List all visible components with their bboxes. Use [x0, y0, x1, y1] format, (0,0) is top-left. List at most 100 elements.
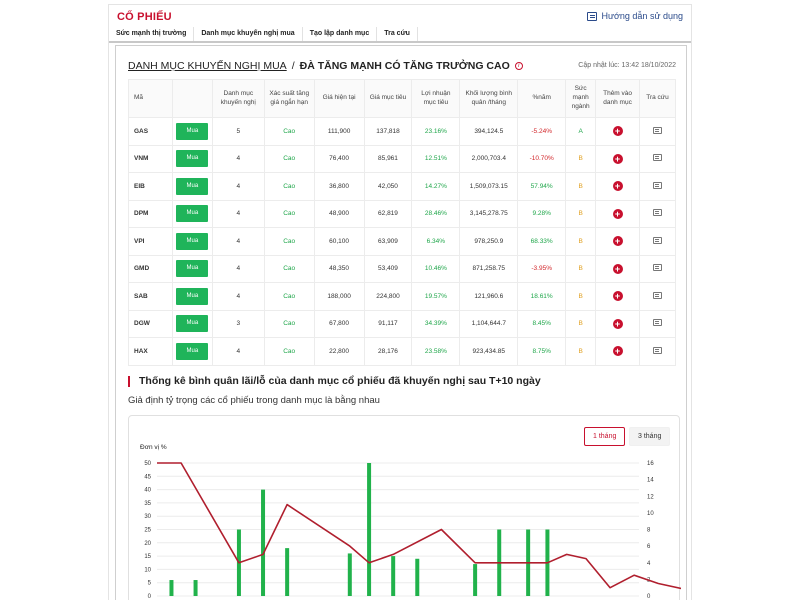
stock-symbol[interactable]: GAS	[128, 117, 173, 146]
target-profit: 28.46%	[411, 199, 461, 228]
lookup-icon[interactable]	[653, 236, 662, 244]
lookup-icon[interactable]	[653, 291, 662, 299]
stock-symbol[interactable]: DGW	[128, 309, 173, 338]
target-profit: 12.51%	[411, 144, 461, 173]
add-to-portfolio-icon[interactable]: +	[612, 318, 623, 329]
lookup-icon[interactable]	[653, 319, 662, 327]
probability-value: Cao	[263, 144, 315, 173]
buy-button[interactable]: Mua	[176, 342, 209, 360]
buy-cell: Mua	[171, 227, 213, 256]
content-panel: DANH MỤC KHUYẾN NGHỊ MUA / ĐÀ TĂNG MẠNH …	[115, 45, 687, 600]
sector-strength: B	[565, 282, 597, 311]
stock-symbol[interactable]: EIB	[128, 172, 173, 201]
user-guide-link[interactable]: Hướng dẫn sử dụng	[587, 11, 683, 21]
year-percent: -3.95%	[517, 254, 567, 283]
lookup-icon[interactable]	[653, 154, 662, 162]
probability-value: Cao	[263, 117, 315, 146]
lookup-icon[interactable]	[653, 264, 662, 272]
buy-cell: Mua	[171, 144, 213, 173]
table-row: SAB Mua 4 Cao 188,000 224,800 19.57% 121,960.6 1…	[128, 282, 676, 311]
chart-bar	[391, 556, 396, 596]
left-axis-tick-label: 5	[148, 581, 152, 587]
add-to-portfolio-icon[interactable]: +	[612, 181, 623, 192]
right-axis-tick-label: 14	[647, 478, 654, 484]
stock-symbol[interactable]: HAX	[128, 337, 173, 366]
tab-market-strength[interactable]: Sức mạnh thị trường	[109, 27, 195, 41]
buy-cell: Mua	[171, 282, 213, 311]
col-add: Thêm vào danh mục	[595, 79, 641, 118]
period-1-month-button[interactable]: 1 tháng	[584, 427, 626, 446]
target-price: 63,909	[363, 227, 413, 256]
add-to-portfolio-icon[interactable]: +	[612, 153, 623, 164]
info-icon[interactable]: i	[514, 62, 523, 70]
avg-volume: 121,960.6	[459, 282, 519, 311]
avg-volume: 3,145,278.75	[459, 199, 519, 228]
lookup-icon[interactable]	[653, 181, 662, 189]
tab-create-portfolio[interactable]: Tạo lập danh mục	[303, 27, 378, 41]
buy-button[interactable]: Mua	[176, 177, 209, 195]
chart-bar	[169, 580, 174, 596]
stock-symbol[interactable]: GMD	[128, 254, 173, 283]
right-axis-tick-label: 8	[647, 528, 651, 534]
buy-button[interactable]: Mua	[176, 260, 209, 278]
buy-button[interactable]: Mua	[176, 232, 209, 250]
right-axis-tick-label: 6	[647, 544, 651, 550]
portfolio-count: 4	[211, 254, 265, 283]
table-row: VPI Mua 4 Cao 60,100 63,909 6.34% 978,250.9 68.3…	[128, 227, 676, 256]
buy-button[interactable]: Mua	[176, 315, 209, 333]
add-cell: +	[595, 144, 641, 173]
left-axis-tick-label: 45	[144, 474, 151, 480]
right-axis-tick-label: 12	[647, 494, 654, 500]
add-to-portfolio-icon[interactable]: +	[612, 346, 623, 357]
guide-icon	[587, 11, 598, 21]
stock-symbol[interactable]: SAB	[128, 282, 173, 311]
lookup-icon[interactable]	[653, 346, 662, 354]
portfolio-count: 5	[211, 117, 265, 146]
add-to-portfolio-icon[interactable]: +	[612, 263, 623, 274]
add-to-portfolio-icon[interactable]: +	[612, 236, 623, 247]
col-profit: Lợi nhuận mục tiêu	[411, 79, 461, 118]
sector-strength: B	[565, 172, 597, 201]
lookup-cell	[639, 282, 676, 311]
probability-value: Cao	[263, 227, 315, 256]
probability-value: Cao	[263, 282, 315, 311]
table-row: EIB Mua 4 Cao 36,800 42,050 14.27% 1,509,073.15…	[128, 172, 676, 201]
add-cell: +	[595, 282, 641, 311]
add-to-portfolio-icon[interactable]: +	[612, 208, 623, 219]
table-row: HAX Mua 4 Cao 22,800 28,176 23.58% 923,434.85 8.…	[128, 337, 676, 366]
probability-value: Cao	[263, 337, 315, 366]
stock-symbol[interactable]: VNM	[128, 144, 173, 173]
lookup-cell	[639, 199, 676, 228]
stock-symbol[interactable]: VPI	[128, 227, 173, 256]
table-header-row: Mã Danh mục khuyến nghị Xác suất tăng gi…	[128, 79, 676, 118]
portfolio-count: 3	[211, 309, 265, 338]
stats-title: Thống kê bình quân lãi/lỗ của danh mục c…	[128, 376, 541, 387]
period-3-month-button[interactable]: 3 tháng	[629, 427, 671, 446]
tab-buy-recommendations[interactable]: Danh mục khuyến nghị mua	[194, 27, 303, 41]
add-to-portfolio-icon[interactable]: +	[612, 291, 623, 302]
lookup-icon[interactable]	[653, 126, 662, 134]
lookup-icon[interactable]	[653, 209, 662, 217]
sector-strength: B	[565, 337, 597, 366]
tab-lookup[interactable]: Tra cứu	[377, 27, 418, 41]
left-axis-tick-label: 15	[144, 554, 151, 560]
year-percent: -10.70%	[517, 144, 567, 173]
buy-button[interactable]: Mua	[176, 122, 209, 140]
stock-symbol[interactable]: DPM	[128, 199, 173, 228]
col-price: Giá hiện tại	[313, 79, 365, 118]
table-body: GAS Mua 5 Cao 111,900 137,818 23.16% 394,124.5-…	[128, 117, 676, 366]
buy-button[interactable]: Mua	[176, 287, 209, 305]
buy-cell: Mua	[171, 199, 213, 228]
buy-button[interactable]: Mua	[176, 205, 209, 223]
portfolio-count: 4	[211, 282, 265, 311]
add-to-portfolio-icon[interactable]: +	[612, 126, 623, 137]
portfolio-count: 4	[211, 337, 265, 366]
breadcrumb-link[interactable]: DANH MỤC KHUYẾN NGHỊ MUA	[128, 60, 287, 72]
buy-button[interactable]: Mua	[176, 150, 209, 168]
year-percent: 8.75%	[517, 337, 567, 366]
tab-bar: Sức mạnh thị trường Danh mục khuyến nghị…	[109, 27, 691, 43]
lookup-cell	[639, 227, 676, 256]
current-price: 111,900	[313, 117, 365, 146]
col-symbol: Mã	[128, 79, 173, 118]
